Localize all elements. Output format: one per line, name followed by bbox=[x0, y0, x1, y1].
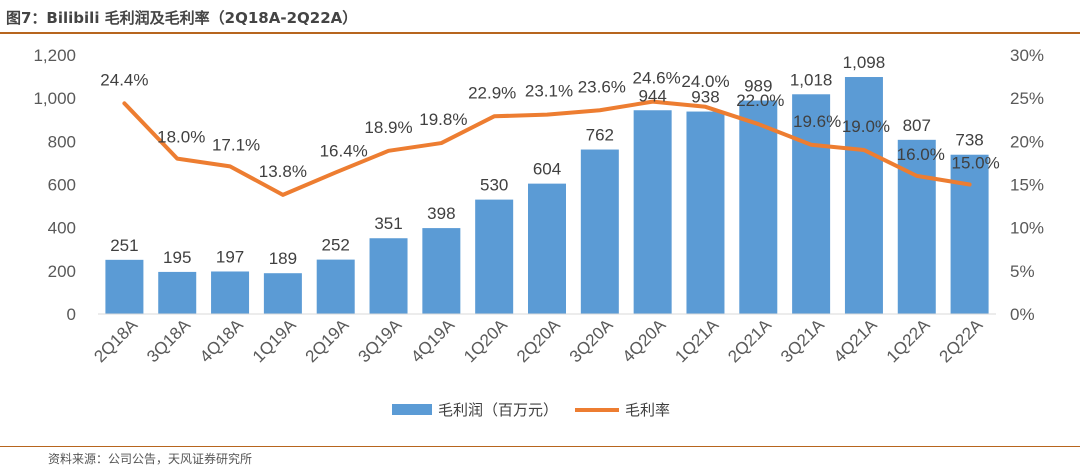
y-left-tick-label: 800 bbox=[48, 132, 76, 151]
margin-value-label: 17.1% bbox=[212, 135, 260, 154]
bar-value-label: 938 bbox=[691, 88, 719, 107]
y-right-tick-label: 0% bbox=[1010, 305, 1035, 324]
y-left-tick-label: 600 bbox=[48, 176, 76, 195]
x-tick-label: 2Q21A bbox=[724, 315, 775, 366]
bar-value-label: 530 bbox=[480, 176, 508, 195]
margin-value-label: 16.0% bbox=[897, 145, 945, 164]
bar-value-label: 252 bbox=[322, 236, 350, 255]
margin-value-label: 19.8% bbox=[419, 110, 467, 129]
y-left-tick-label: 1,200 bbox=[33, 46, 76, 65]
x-tick-label: 4Q19A bbox=[407, 315, 458, 366]
title-rule bbox=[0, 32, 1080, 34]
bar-2Q19A bbox=[316, 259, 355, 314]
x-tick-label: 2Q20A bbox=[513, 315, 564, 366]
x-tick-label: 3Q20A bbox=[566, 315, 617, 366]
margin-value-label: 24.0% bbox=[681, 72, 729, 91]
footer-rule bbox=[0, 446, 1080, 447]
legend-bar-swatch bbox=[392, 404, 432, 415]
bar-value-label: 989 bbox=[744, 77, 772, 96]
legend-line-label: 毛利率 bbox=[625, 401, 670, 419]
y-right-tick-label: 20% bbox=[1010, 132, 1044, 151]
x-tick-label: 4Q20A bbox=[619, 315, 670, 366]
bar-value-label: 189 bbox=[269, 249, 297, 268]
margin-line bbox=[122, 99, 972, 197]
margin-value-label: 19.0% bbox=[842, 117, 890, 136]
x-tick-label: 2Q19A bbox=[302, 315, 353, 366]
y-left-tick-label: 400 bbox=[48, 219, 76, 238]
bar-2Q22A bbox=[950, 154, 989, 314]
x-tick-label: 4Q21A bbox=[830, 315, 881, 366]
margin-value-label: 23.1% bbox=[525, 82, 573, 101]
line-layer bbox=[122, 99, 972, 197]
y-right-tick-label: 30% bbox=[1010, 46, 1044, 65]
bar-1Q22A bbox=[897, 139, 936, 314]
margin-value-label: 23.6% bbox=[578, 77, 626, 96]
bar-4Q18A bbox=[211, 271, 250, 314]
bar-value-label: 351 bbox=[374, 214, 402, 233]
x-tick-label: 1Q22A bbox=[883, 315, 934, 366]
bar-1Q21A bbox=[686, 111, 725, 314]
x-tick-label: 1Q19A bbox=[249, 315, 300, 366]
x-tick-label: 3Q19A bbox=[354, 315, 405, 366]
bar-1Q19A bbox=[263, 273, 302, 314]
margin-value-label: 24.6% bbox=[633, 69, 681, 88]
bar-value-label: 1,018 bbox=[790, 70, 833, 89]
figure-title: 图7：Bilibili 毛利润及毛利率（2Q18A-2Q22A） bbox=[6, 9, 358, 27]
bar-3Q19A bbox=[369, 238, 408, 314]
bar-2Q20A bbox=[528, 183, 566, 314]
x-tick-label: 1Q20A bbox=[460, 315, 511, 366]
margin-value-label: 18.9% bbox=[364, 118, 412, 137]
bar-4Q20A bbox=[633, 110, 672, 315]
bar-3Q21A bbox=[792, 94, 831, 314]
bar-value-label: 944 bbox=[638, 86, 666, 105]
x-tick-label: 1Q21A bbox=[671, 315, 722, 366]
legend: 毛利润（百万元） 毛利率 bbox=[392, 401, 670, 419]
bar-4Q19A bbox=[422, 228, 461, 314]
y-right-tick-label: 25% bbox=[1010, 89, 1044, 108]
bar-1Q20A bbox=[475, 199, 514, 314]
y-left-tick-label: 0 bbox=[67, 305, 76, 324]
bar-value-label: 1,098 bbox=[843, 53, 886, 72]
bar-value-label: 197 bbox=[216, 247, 244, 266]
bars-layer bbox=[105, 77, 989, 315]
margin-value-label: 18.0% bbox=[157, 128, 205, 147]
bar-3Q18A bbox=[158, 271, 197, 314]
y-left-tick-label: 200 bbox=[48, 262, 76, 281]
margin-value-label: 19.6% bbox=[793, 112, 841, 131]
x-tick-label: 3Q18A bbox=[143, 315, 194, 366]
bar-4Q21A bbox=[844, 77, 883, 314]
margin-value-label: 22.9% bbox=[468, 83, 516, 102]
bar-value-label: 398 bbox=[427, 204, 455, 223]
bar-value-label: 738 bbox=[955, 131, 983, 150]
margin-value-label: 24.4% bbox=[100, 70, 148, 89]
y-right-tick-label: 5% bbox=[1010, 262, 1035, 281]
bar-2Q21A bbox=[739, 100, 778, 314]
x-tick-label: 3Q21A bbox=[777, 315, 828, 366]
margin-value-label: 13.8% bbox=[259, 162, 307, 181]
bar-2Q18A bbox=[105, 259, 144, 314]
legend-bar-label: 毛利润（百万元） bbox=[438, 401, 558, 419]
x-tick-label: 2Q22A bbox=[936, 315, 987, 366]
bar-value-label: 762 bbox=[586, 126, 614, 145]
margin-value-label: 15.0% bbox=[951, 154, 999, 173]
source-note: 资料来源：公司公告，天风证券研究所 bbox=[48, 452, 253, 466]
bar-3Q20A bbox=[580, 149, 619, 314]
y-right-tick-label: 10% bbox=[1010, 219, 1044, 238]
bar-value-label: 604 bbox=[533, 160, 561, 179]
bar-value-label: 195 bbox=[163, 248, 191, 267]
labels-layer: 251 195 197 189 252 351 398 530 604 762 944 938 989 1… bbox=[100, 53, 999, 268]
bar-value-label: 251 bbox=[110, 236, 138, 255]
margin-value-label: 16.4% bbox=[320, 141, 368, 160]
bar-value-label: 807 bbox=[903, 116, 931, 135]
margin-value-label: 22.0% bbox=[736, 91, 784, 110]
y-right-tick-label: 15% bbox=[1010, 176, 1044, 195]
y-left-tick-label: 1,000 bbox=[33, 89, 76, 108]
x-tick-label: 4Q18A bbox=[196, 315, 247, 366]
x-tick-label: 2Q18A bbox=[90, 315, 141, 366]
